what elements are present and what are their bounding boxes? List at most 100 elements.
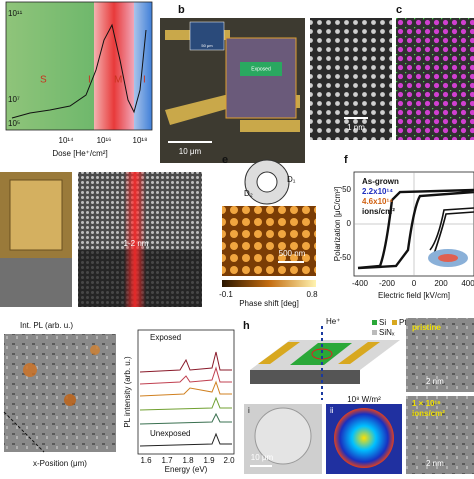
legend-title: As-grown — [362, 177, 399, 186]
spectrum — [139, 366, 232, 385]
dose-2: 4.6x10¹⁴ — [362, 197, 393, 206]
curve — [11, 23, 147, 119]
x-tick-label: 1.9 — [203, 456, 215, 465]
legend-label: Pt — [399, 318, 407, 327]
legend-swatch — [372, 320, 377, 325]
device-core — [438, 254, 458, 262]
annotation: 1-2 nm — [124, 239, 149, 248]
dose-unit: ions/cm² — [362, 207, 395, 216]
x-tick-label: 400 — [461, 279, 474, 288]
panel-a: S I M I 10¹¹ 10⁷ 10⁵ 10¹⁴ 10¹⁶ 10¹⁸ Dose… — [5, 1, 153, 158]
d1-label: D₁ — [287, 175, 296, 184]
ion-beam — [124, 172, 146, 307]
device — [225, 37, 297, 119]
x-tick-label: 10¹⁸ — [133, 136, 148, 145]
panel-b: Exposed 50 μm b 10 μm — [160, 4, 305, 163]
panel-f: f As-grown 2.2x10¹⁴ 4.6x10¹⁴ ions/cm² Po… — [333, 154, 474, 300]
stem-overlay — [396, 18, 474, 140]
spectrum — [139, 351, 232, 373]
region-m — [94, 2, 134, 130]
heat-ring — [334, 408, 394, 468]
y-tick-label: 50 — [342, 185, 351, 194]
tem-label: pristine — [412, 323, 441, 332]
membrane — [254, 407, 312, 465]
y-axis-label: Polarization [μC/cm²] — [333, 187, 342, 261]
y-tick-label: 0 — [347, 219, 352, 228]
spectrum-bottom-label: Unexposed — [150, 429, 190, 438]
panel-h: h He⁺ Si Pt SiNₓ i 10 μm ii 10⁸ W/m² pri… — [243, 317, 474, 474]
spectra-y-label: PL intensity (arb. u.) — [123, 356, 132, 428]
chip-zoom — [0, 258, 72, 307]
colorbar-max: 0.8 — [306, 290, 318, 299]
colorbar-min: -0.1 — [219, 290, 233, 299]
spectrum — [139, 412, 232, 425]
y-tick-label: 10⁷ — [8, 95, 20, 104]
panel-label: b — [178, 4, 185, 16]
x-tick-label: 200 — [434, 279, 448, 288]
spectrum — [139, 396, 232, 411]
spectra-axes — [137, 329, 235, 455]
tem-dose-unit: ions/cm² — [412, 409, 445, 418]
panel-label: e — [222, 154, 228, 166]
x-tick-label: 0 — [412, 279, 417, 288]
inset — [189, 21, 225, 51]
panel-label: f — [344, 154, 348, 166]
x-tick-label: -200 — [379, 279, 396, 288]
scale-label: 2 nm — [426, 459, 444, 468]
x-tick-label: 10¹⁶ — [97, 136, 112, 145]
edge-line — [3, 411, 45, 453]
spectra-x-label: Energy (eV) — [165, 465, 208, 474]
stem-image — [310, 18, 392, 140]
x-tick-label: 1.6 — [140, 456, 152, 465]
x-tick-label: 1.8 — [182, 456, 194, 465]
scale-label: 1 nm — [347, 123, 365, 132]
emitter — [23, 363, 37, 377]
scale-label: 2 nm — [426, 377, 444, 386]
scale-label: 10 μm — [179, 147, 202, 156]
x-axis-label: Electric field [kV/cm] — [378, 291, 450, 300]
y-tick-label: -50 — [339, 253, 351, 262]
x-tick-label: -400 — [352, 279, 369, 288]
axes — [5, 1, 153, 131]
map-label: Int. PL (arb. u.) — [20, 321, 73, 330]
sub-label: i — [248, 406, 250, 415]
x-tick-label: 1.7 — [161, 456, 173, 465]
emitter — [90, 345, 100, 355]
panel-label: c — [396, 4, 402, 16]
scale-label: 500 nm — [279, 249, 306, 258]
panel-d: 1-2 nm — [0, 172, 202, 307]
y-tick-label: 10⁵ — [8, 119, 20, 128]
region-label: S — [40, 75, 47, 86]
region-label: Exposed — [251, 66, 271, 72]
region-label: I — [143, 75, 146, 86]
exposed-region — [240, 62, 282, 76]
tem-dose: 1 × 10¹⁶ — [412, 399, 441, 408]
sub-label: ii — [330, 406, 334, 415]
region-label: I — [88, 75, 91, 86]
panel-label: h — [243, 320, 250, 332]
tem-irradiated — [406, 396, 474, 474]
x-tick-label: 10¹⁴ — [59, 136, 75, 145]
region-s — [6, 2, 94, 130]
ring-inner — [256, 171, 278, 193]
map-x-label: x-Position (μm) — [33, 459, 87, 468]
inset-scale: 50 μm — [201, 43, 213, 48]
panel-c: c 1 nm — [310, 4, 474, 140]
legend-swatch — [372, 330, 377, 335]
spectrum — [139, 380, 232, 397]
legend-label: SiNₓ — [379, 328, 395, 337]
ion-label: He⁺ — [326, 317, 340, 326]
power-unit: 10⁸ W/m² — [347, 395, 381, 404]
colorbar-label: Phase shift [deg] — [239, 299, 299, 308]
spectrum-top-label: Exposed — [150, 333, 181, 342]
dose-1: 2.2x10¹⁴ — [362, 187, 393, 196]
afm-image — [222, 206, 316, 276]
scale-label: 10 μm — [251, 453, 274, 462]
loop-irradiated — [429, 207, 474, 255]
spectrum — [139, 432, 232, 447]
region-i — [134, 2, 152, 130]
panel-g: Int. PL (arb. u.) x-Position (μm) Expose… — [3, 321, 235, 474]
